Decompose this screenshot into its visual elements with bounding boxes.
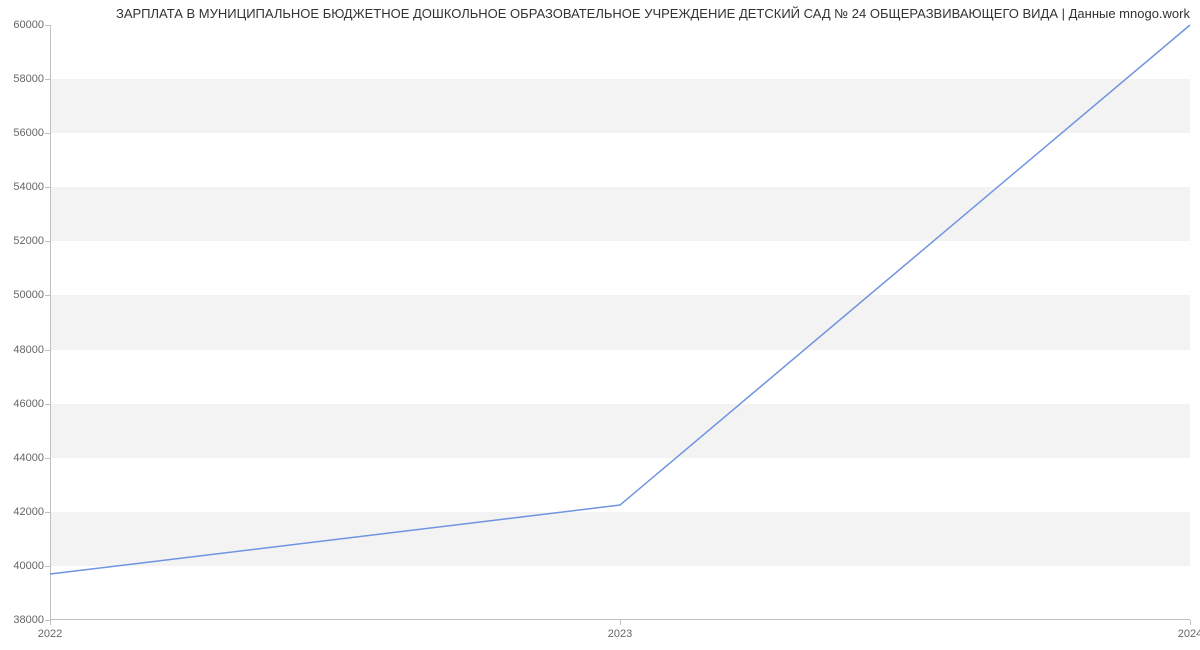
y-tick-label: 58000 [0,73,44,85]
x-tick-label: 2024 [1178,628,1200,640]
y-tick-label: 56000 [0,127,44,139]
series-line-salary [50,25,1190,574]
chart-plot-area: 3800040000420004400046000480005000052000… [50,25,1190,620]
y-tick-label: 44000 [0,452,44,464]
x-tick-mark [50,620,51,625]
y-tick-label: 54000 [0,181,44,193]
y-tick-label: 46000 [0,398,44,410]
x-tick-label: 2022 [38,628,62,640]
series-svg [50,25,1190,620]
y-tick-label: 38000 [0,614,44,626]
x-tick-mark [620,620,621,625]
chart-title: ЗАРПЛАТА В МУНИЦИПАЛЬНОЕ БЮДЖЕТНОЕ ДОШКО… [116,6,1190,21]
y-tick-label: 40000 [0,560,44,572]
y-tick-label: 60000 [0,19,44,31]
y-tick-label: 42000 [0,506,44,518]
x-tick-label: 2023 [608,628,632,640]
y-tick-label: 50000 [0,289,44,301]
y-tick-label: 52000 [0,235,44,247]
x-tick-mark [1190,620,1191,625]
y-tick-label: 48000 [0,344,44,356]
plot-region: 3800040000420004400046000480005000052000… [50,25,1190,620]
